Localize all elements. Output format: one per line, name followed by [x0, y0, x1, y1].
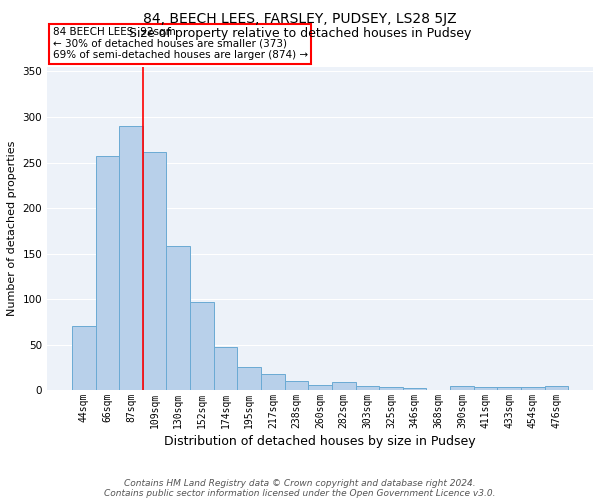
Bar: [190, 302, 214, 390]
X-axis label: Distribution of detached houses by size in Pudsey: Distribution of detached houses by size …: [164, 435, 476, 448]
Text: Contains public sector information licensed under the Open Government Licence v3: Contains public sector information licen…: [104, 488, 496, 498]
Bar: [403, 388, 427, 390]
Bar: [308, 384, 332, 390]
Bar: [214, 348, 238, 390]
Bar: [166, 246, 190, 390]
Bar: [72, 326, 95, 390]
Text: Contains HM Land Registry data © Crown copyright and database right 2024.: Contains HM Land Registry data © Crown c…: [124, 478, 476, 488]
Bar: [261, 374, 284, 390]
Bar: [284, 381, 308, 390]
Bar: [332, 382, 356, 390]
Bar: [95, 156, 119, 390]
Bar: [474, 388, 497, 390]
Bar: [143, 152, 166, 390]
Text: 84, BEECH LEES, FARSLEY, PUDSEY, LS28 5JZ: 84, BEECH LEES, FARSLEY, PUDSEY, LS28 5J…: [143, 12, 457, 26]
Bar: [119, 126, 143, 390]
Y-axis label: Number of detached properties: Number of detached properties: [7, 141, 17, 316]
Bar: [379, 388, 403, 390]
Text: 84 BEECH LEES: 92sqm
← 30% of detached houses are smaller (373)
69% of semi-deta: 84 BEECH LEES: 92sqm ← 30% of detached h…: [53, 28, 308, 60]
Bar: [238, 368, 261, 390]
Bar: [356, 386, 379, 390]
Bar: [450, 386, 474, 390]
Bar: [545, 386, 568, 390]
Text: Size of property relative to detached houses in Pudsey: Size of property relative to detached ho…: [129, 28, 471, 40]
Bar: [521, 388, 545, 390]
Bar: [497, 388, 521, 390]
